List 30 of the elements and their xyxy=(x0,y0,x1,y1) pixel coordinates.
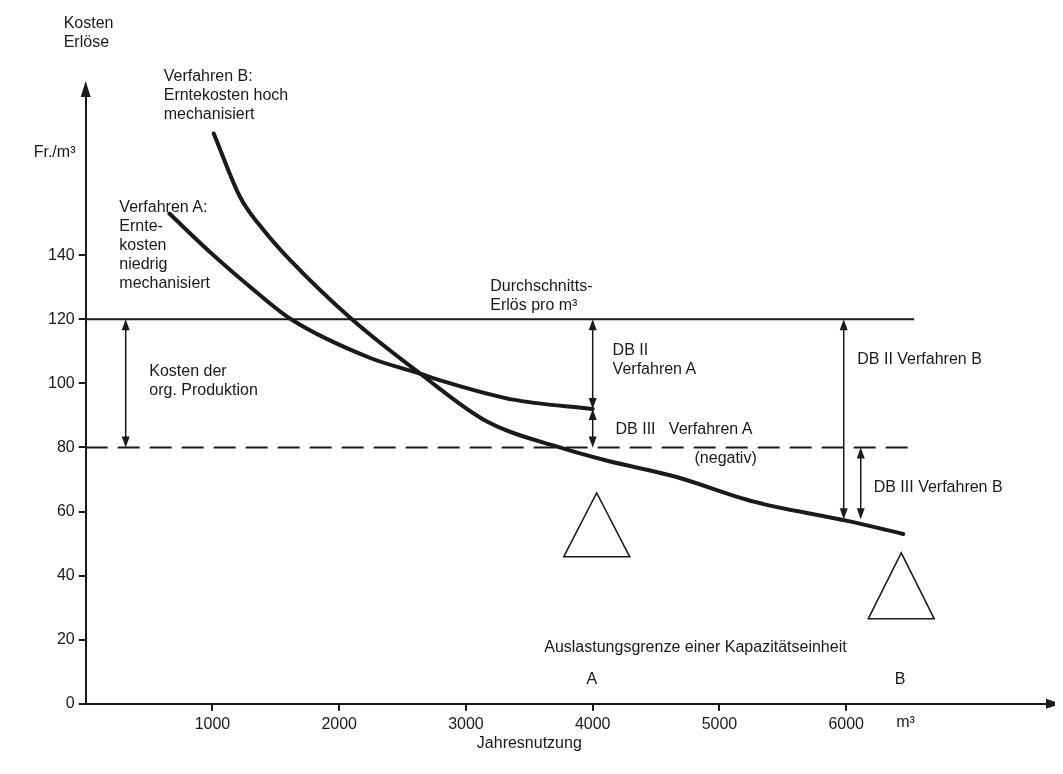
y-tick-label: 60 xyxy=(56,501,75,519)
annotation: DB II Verfahren A xyxy=(612,340,697,377)
y-tick-label: 20 xyxy=(56,630,75,648)
x-tick-label: 2000 xyxy=(321,714,358,732)
y-tick-label: 80 xyxy=(56,437,75,455)
x-tick-label: 4000 xyxy=(574,714,611,732)
annotation: (negativ) xyxy=(694,448,757,466)
series-label: Verfahren A: Ernte- kosten niedrig mechanisiert xyxy=(119,197,211,291)
annotation: B xyxy=(894,669,906,687)
x-axis-title: Jahresnutzung xyxy=(476,734,582,752)
x-tick-label: 3000 xyxy=(448,714,484,732)
x-tick-label: 6000 xyxy=(828,714,865,732)
y-tick-label: 40 xyxy=(56,566,75,584)
y-tick-label: 0 xyxy=(65,694,75,712)
annotation: DB III Verfahren B xyxy=(873,478,1003,496)
text: Verfahren B: Erntekosten hoch mechanisiert xyxy=(163,66,289,122)
annotation: A xyxy=(586,669,598,687)
x-tick-label: 1000 xyxy=(194,714,231,732)
annotation: DB III Verfahren A xyxy=(615,420,753,438)
annotation: Auslastungsgrenze einer Kapazitätseinheit xyxy=(544,638,848,656)
annotation: Kosten der org. Produktion xyxy=(149,362,258,399)
text: m³ xyxy=(896,713,916,731)
y-tick-label: 140 xyxy=(47,245,75,263)
y-tick-label: 120 xyxy=(47,309,75,327)
text: Fr./m³ xyxy=(33,143,77,161)
x-tick-label: 5000 xyxy=(701,714,738,732)
annotation: DB II Verfahren B xyxy=(857,349,982,367)
ref-line-label: Durchschnitts- Erlös pro m³ xyxy=(490,276,593,313)
y-axis-title: Kosten Erlöse xyxy=(63,14,114,51)
y-tick-label: 100 xyxy=(47,373,75,391)
